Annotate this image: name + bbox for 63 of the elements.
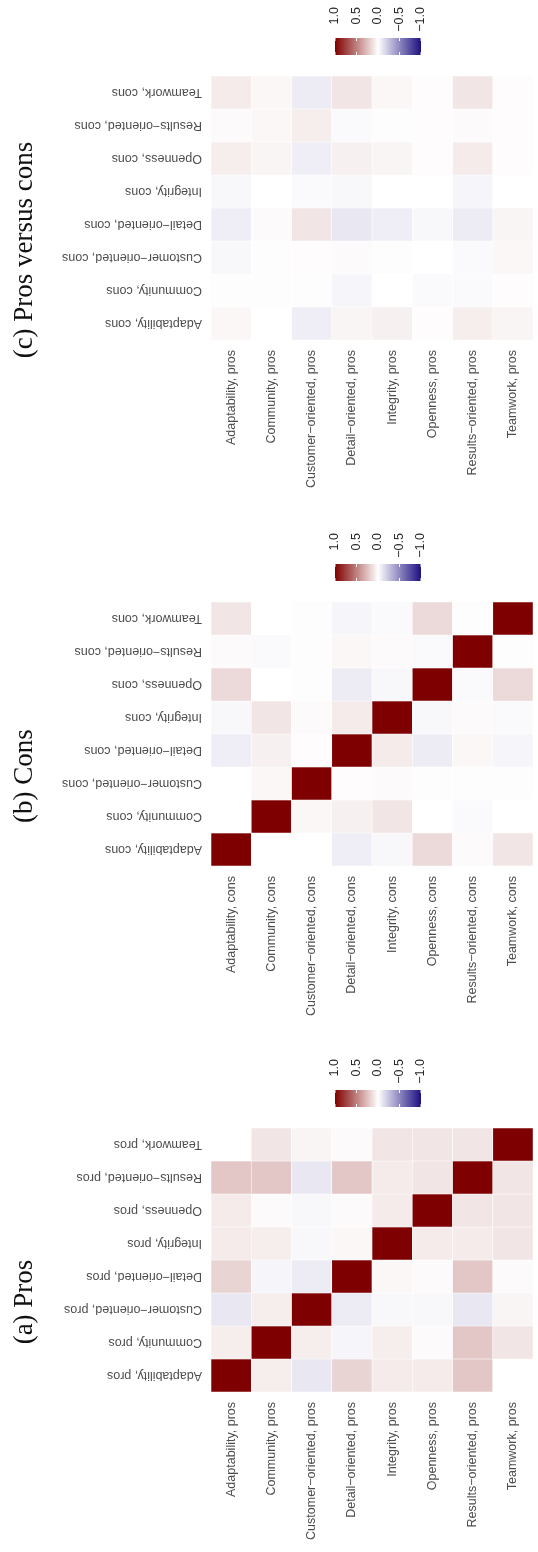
x-tick-label: Community, pros <box>263 350 278 444</box>
x-tick-label: Customer−oriented, pros <box>304 1402 319 1540</box>
color-bar-label: 0.0 <box>370 6 385 25</box>
x-tick-label: Detail−oriented, pros <box>344 1402 359 1518</box>
x-tick-label: Results−oriented, pros <box>465 1402 480 1528</box>
x-tick-label: Results−oriented, cons <box>465 876 480 1004</box>
y-tick-label: Teamwork, cons <box>111 86 202 101</box>
x-tick-label: Teamwork, pros <box>505 350 520 439</box>
y-tick-label: Integrity, pros <box>127 1237 202 1252</box>
color-bar-label: −0.5 <box>391 6 406 32</box>
y-tick-label: Integrity, cons <box>125 711 202 726</box>
color-bar-label: −0.5 <box>391 532 406 558</box>
y-tick-label: Adaptability, cons <box>104 843 202 858</box>
x-tick-label: Integrity, pros <box>384 1402 399 1477</box>
y-tick-label: Teamwork, pros <box>113 1138 202 1153</box>
y-tick-label: Openness, pros <box>113 1204 202 1219</box>
x-tick-label: Community, cons <box>263 876 278 972</box>
x-tick-label: Openness, pros <box>424 350 439 439</box>
y-tick-label: Integrity, cons <box>125 185 202 200</box>
y-tick-label: Detail−oriented, cons <box>84 744 202 759</box>
color-bar-label: 1.0 <box>327 6 342 25</box>
x-tick-label: Community, pros <box>263 1402 278 1496</box>
color-bar-label: −0.5 <box>391 1058 406 1084</box>
color-bar-label: −1.0 <box>413 1058 428 1084</box>
y-tick-label: Results−oriented, cons <box>74 645 202 660</box>
color-bar-label: 0.0 <box>370 532 385 551</box>
x-tick-label: Openness, pros <box>424 1402 439 1491</box>
color-bar-label: 1.0 <box>327 1058 342 1077</box>
y-tick-label: Customer−oriented, pros <box>64 1303 202 1318</box>
color-bar-label: 0.5 <box>348 532 363 551</box>
y-tick-label: Community, cons <box>106 284 202 299</box>
y-tick-label: Customer−oriented, cons <box>61 251 202 266</box>
y-tick-label: Results−oriented, pros <box>76 1171 202 1186</box>
color-bar-label: −1.0 <box>413 532 428 558</box>
x-tick-label: Detail−oriented, cons <box>344 876 359 994</box>
x-tick-label: Integrity, pros <box>384 350 399 425</box>
x-tick-label: Results−oriented, pros <box>465 350 480 476</box>
y-tick-label: Adaptability, pros <box>107 1369 202 1384</box>
x-tick-label: Teamwork, cons <box>505 876 520 967</box>
text: (a) Pros <box>8 1259 39 1345</box>
y-tick-label: Community, pros <box>108 1336 202 1351</box>
y-tick-label: Detail−oriented, cons <box>84 218 202 233</box>
x-tick-label: Customer−oriented, pros <box>304 350 319 488</box>
x-tick-label: Detail−oriented, pros <box>344 350 359 466</box>
y-tick-label: Detail−oriented, pros <box>86 1270 202 1285</box>
y-tick-label: Adaptability, cons <box>104 317 202 332</box>
color-bar-label: −1.0 <box>413 6 428 32</box>
y-tick-label: Openness, cons <box>111 678 202 693</box>
text: (c) Pros versus cons <box>8 141 39 359</box>
color-bar-label: 0.0 <box>370 1058 385 1077</box>
x-tick-label: Teamwork, pros <box>505 1402 520 1491</box>
y-tick-label: Openness, cons <box>111 152 202 167</box>
text: (b) Cons <box>8 729 39 823</box>
color-bar-label: 0.5 <box>348 1058 363 1077</box>
x-tick-label: Integrity, cons <box>384 876 399 953</box>
y-tick-label: Teamwork, cons <box>111 612 202 627</box>
color-bar-label: 0.5 <box>348 6 363 25</box>
y-tick-label: Customer−oriented, cons <box>61 777 202 792</box>
color-bar-label: 1.0 <box>327 532 342 551</box>
y-tick-label: Results−oriented, cons <box>74 119 202 134</box>
y-tick-label: Community, cons <box>106 810 202 825</box>
x-tick-label: Customer−oriented, cons <box>304 876 319 1017</box>
x-tick-label: Openness, cons <box>424 876 439 967</box>
